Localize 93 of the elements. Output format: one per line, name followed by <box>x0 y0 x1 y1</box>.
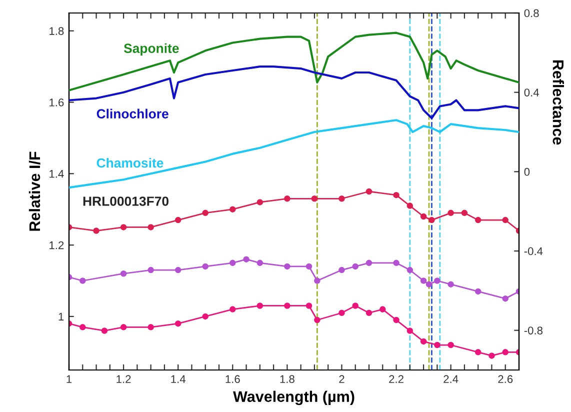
point <box>256 302 264 309</box>
x-tick-label: 2.4 <box>444 375 458 383</box>
point <box>230 306 236 312</box>
x-tick-label: 1.2 <box>116 375 131 383</box>
point <box>202 313 208 320</box>
y2-tick-label: -0.8 <box>524 326 543 334</box>
point <box>256 199 264 206</box>
point <box>406 266 414 274</box>
point <box>174 266 182 274</box>
point <box>474 349 482 356</box>
point <box>314 316 320 324</box>
point <box>202 210 208 216</box>
point <box>284 302 290 309</box>
point <box>461 210 468 216</box>
x-axis-title: Wavelength (µm) <box>233 390 354 406</box>
point <box>420 213 427 220</box>
x-tick-label: 1.4 <box>171 375 186 383</box>
point <box>174 320 182 327</box>
series-label: Clinochlore <box>96 108 168 118</box>
point <box>406 202 414 209</box>
point <box>448 210 454 216</box>
point <box>120 324 127 330</box>
point <box>366 188 372 195</box>
point <box>306 263 312 270</box>
annotation: HRL00013F70 <box>83 196 169 206</box>
point <box>420 278 427 284</box>
y2-tick-label: 0.4 <box>524 88 539 96</box>
point <box>393 192 400 198</box>
point <box>352 302 358 309</box>
line-series <box>69 119 519 189</box>
point <box>434 278 440 284</box>
point <box>502 295 508 302</box>
point <box>474 288 482 295</box>
x-tick-label: 1.8 <box>280 375 294 384</box>
line-series <box>69 32 519 92</box>
point <box>488 352 495 359</box>
y2-tick-label: 0.8 <box>524 9 539 18</box>
point <box>366 310 372 316</box>
point <box>120 224 127 230</box>
point <box>148 324 154 330</box>
y-tick-label: 1.8 <box>50 27 64 35</box>
series-label: Chamosite <box>96 158 164 168</box>
point <box>80 278 86 284</box>
point <box>284 196 290 202</box>
point <box>502 349 508 356</box>
x-tick-label: 2.2 <box>389 375 404 383</box>
point <box>380 306 386 312</box>
point <box>428 216 435 224</box>
point <box>202 263 208 270</box>
point <box>434 342 440 348</box>
point <box>420 338 427 345</box>
point <box>393 260 400 266</box>
y-tick-label: 1.2 <box>50 241 64 250</box>
point <box>338 310 345 316</box>
point <box>426 281 432 288</box>
series-label: Saponite <box>124 43 179 56</box>
point <box>448 342 454 348</box>
point <box>306 302 312 309</box>
y2-axis-title: Reflectance <box>552 60 564 145</box>
point <box>366 260 372 266</box>
y-tick-label: 1.4 <box>50 170 64 178</box>
point <box>406 328 414 334</box>
point <box>474 216 482 224</box>
y2-tick-label: 0 <box>524 168 530 176</box>
y2-tick-label: -0.4 <box>524 247 543 256</box>
point <box>174 216 182 224</box>
x-tick-label: 2.6 <box>498 375 513 384</box>
point <box>243 256 250 262</box>
point <box>93 228 100 234</box>
point <box>230 260 236 266</box>
y-tick-label: 1 <box>58 312 64 320</box>
point <box>148 266 154 274</box>
point <box>230 206 236 212</box>
point <box>448 281 454 288</box>
x-tick-label: 2 <box>339 375 344 383</box>
line-series <box>69 66 519 120</box>
point <box>338 266 345 274</box>
x-tick-label: 1 <box>66 375 72 383</box>
y-tick-label: 1.6 <box>50 98 64 106</box>
point <box>338 196 345 202</box>
y-axis-title: Relative I/F <box>28 152 40 231</box>
point <box>80 324 86 330</box>
point <box>352 263 358 270</box>
point <box>284 263 290 270</box>
point <box>314 278 320 284</box>
point <box>502 216 508 224</box>
point <box>101 328 108 334</box>
point <box>120 270 127 277</box>
point <box>393 316 400 324</box>
x-tick-label: 1.6 <box>226 375 240 384</box>
point <box>256 260 264 266</box>
point <box>148 224 154 230</box>
point <box>311 196 318 202</box>
